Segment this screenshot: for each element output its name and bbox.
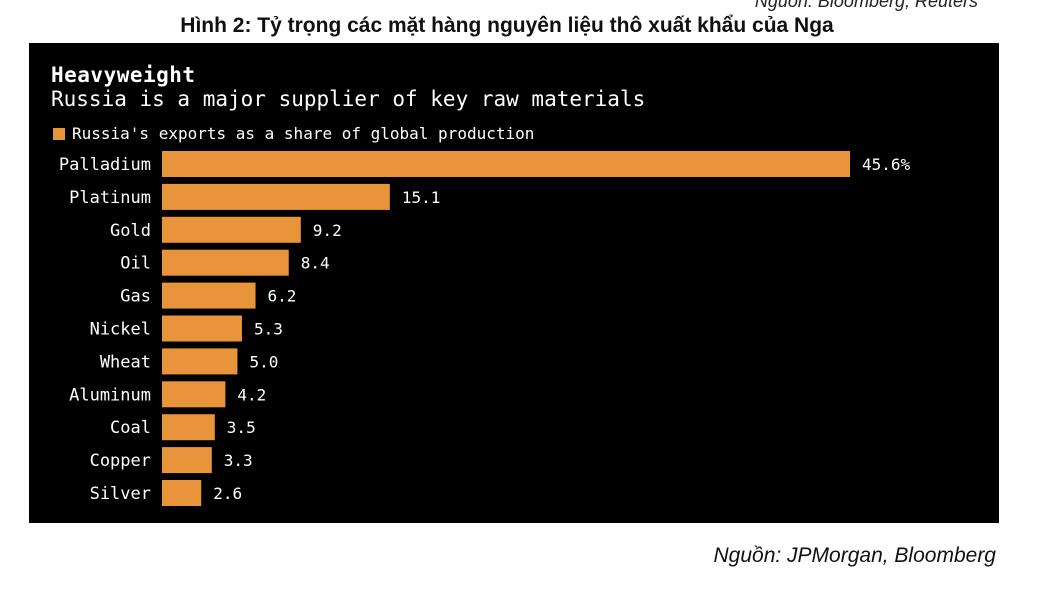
category-label-nickel: Nickel [90, 320, 151, 340]
bar-copper [162, 447, 212, 474]
chart-title: Heavyweight [51, 63, 196, 87]
value-label-gold: 9.2 [313, 221, 342, 240]
bar-silver [162, 480, 202, 506]
bar-gas [162, 282, 256, 309]
figure-caption: Hình 2: Tỷ trọng các mặt hàng nguyên liệ… [180, 14, 834, 37]
category-label-palladium: Palladium [59, 155, 151, 175]
category-label-coal: Coal [110, 418, 151, 438]
bar-chart-svg: Palladium 45.6% Platinum 15.1 Gold 9.2 Oil 8.4 G… [59, 151, 911, 506]
bar-nickel [162, 315, 242, 342]
category-label-wheat: Wheat [100, 352, 151, 372]
value-label-nickel: 5.3 [254, 320, 283, 339]
bar-coal [162, 414, 215, 441]
top-cut-text: Nguồn: Bloomberg, Reuters [754, 0, 978, 11]
category-label-platinum: Platinum [69, 188, 151, 208]
value-label-palladium: 45.6% [862, 155, 911, 174]
category-label-copper: Copper [90, 451, 151, 471]
chart-panel: Heavyweight Russia is a major supplier o… [29, 43, 999, 523]
bar-oil [162, 249, 289, 276]
source-note: Nguồn: JPMorgan, Bloomberg [713, 544, 997, 567]
chart-subtitle: Russia is a major supplier of key raw ma… [51, 87, 646, 111]
category-label-aluminum: Aluminum [69, 385, 151, 405]
legend-swatch [53, 127, 65, 140]
chart-legend: Russia's exports as a share of global pr… [53, 124, 534, 143]
bar-palladium [162, 151, 850, 177]
value-label-platinum: 15.1 [402, 188, 441, 207]
value-label-silver: 2.6 [213, 484, 242, 503]
value-label-aluminum: 4.2 [237, 385, 266, 404]
value-label-copper: 3.3 [224, 451, 253, 470]
bar-aluminum [162, 381, 226, 408]
bar-platinum [162, 183, 390, 210]
value-label-wheat: 5.0 [249, 352, 278, 371]
value-label-coal: 3.5 [227, 418, 256, 437]
category-label-gas: Gas [120, 287, 151, 307]
category-label-oil: Oil [120, 254, 151, 274]
legend-label: Russia's exports as a share of global pr… [72, 124, 535, 143]
category-label-gold: Gold [110, 221, 151, 241]
bar-wheat [162, 348, 238, 375]
bar-gold [162, 216, 301, 243]
value-label-oil: 8.4 [301, 254, 330, 273]
category-label-silver: Silver [90, 484, 151, 504]
value-label-gas: 6.2 [268, 287, 297, 306]
